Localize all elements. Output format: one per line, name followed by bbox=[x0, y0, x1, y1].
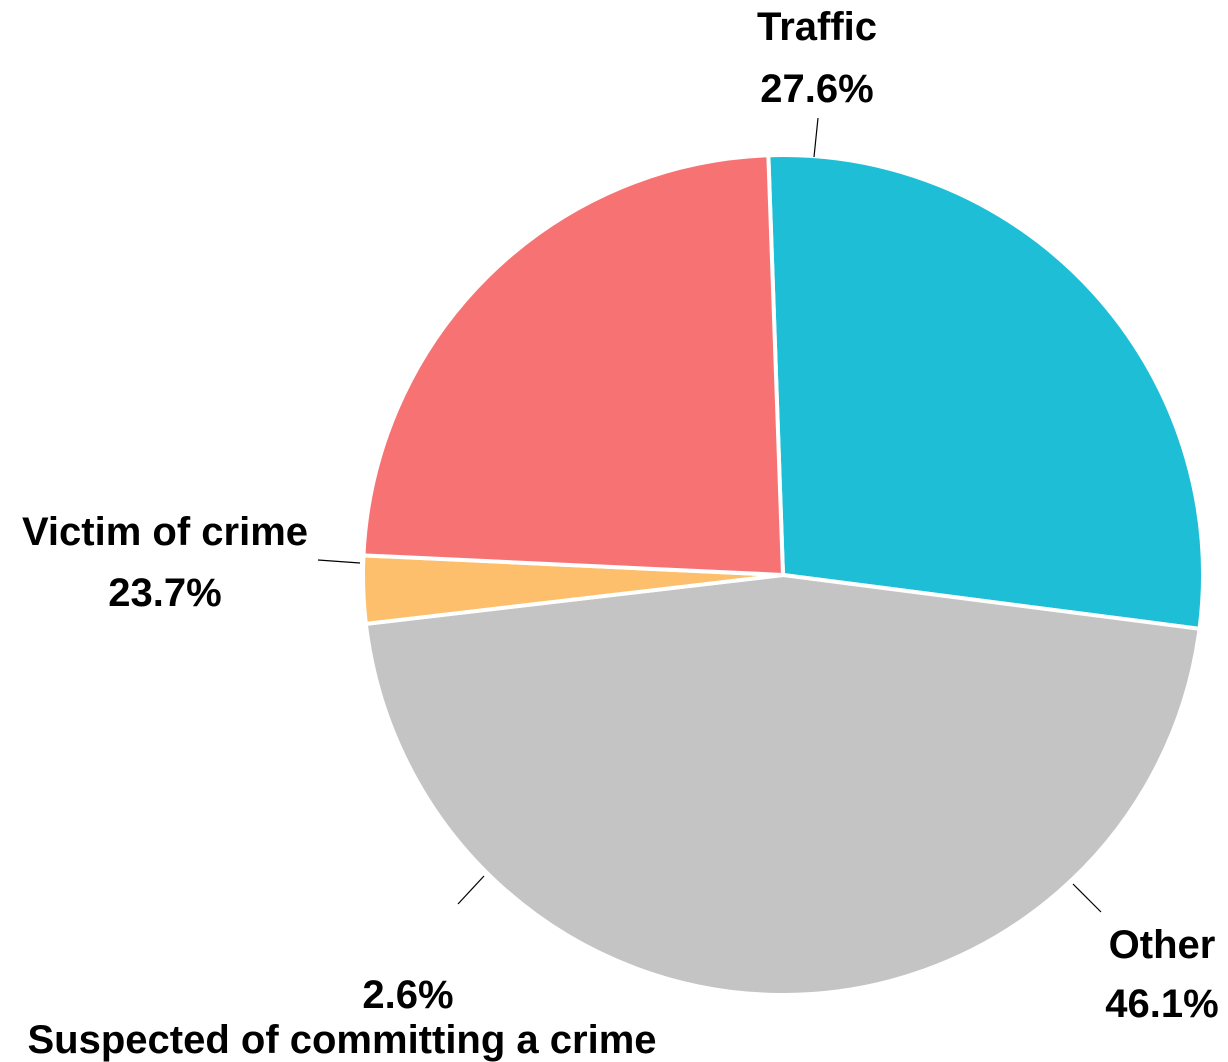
pie-slice-other bbox=[363, 573, 1202, 997]
slice-labels: Traffic 27.6% Other 46.1% Suspected of commi… bbox=[22, 5, 1219, 1062]
slice-label-victim-of-crime: Victim of crime bbox=[22, 510, 308, 554]
leader-line-victim-of-crime bbox=[317, 559, 361, 564]
slice-label-traffic: Traffic bbox=[757, 5, 877, 49]
pie-slice-traffic bbox=[766, 153, 1205, 631]
slice-value-suspected-of-committing-a-crime: 2.6% bbox=[362, 973, 453, 1017]
slice-value-other: 46.1% bbox=[1105, 982, 1218, 1026]
leader-line-suspected-of-committing-a-crime bbox=[457, 875, 485, 905]
slice-label-other: Other bbox=[1109, 923, 1216, 967]
slice-value-victim-of-crime: 23.7% bbox=[108, 571, 221, 615]
leader-line-traffic bbox=[813, 117, 819, 158]
pie-slices bbox=[361, 153, 1205, 997]
slice-value-traffic: 27.6% bbox=[760, 67, 873, 111]
pie-slice-victim-of-crime bbox=[361, 153, 785, 577]
leader-line-other bbox=[1072, 883, 1102, 913]
slice-label-suspected-of-committing-a-crime: Suspected of committing a crime bbox=[27, 1018, 656, 1062]
leader-lines bbox=[317, 117, 1102, 913]
